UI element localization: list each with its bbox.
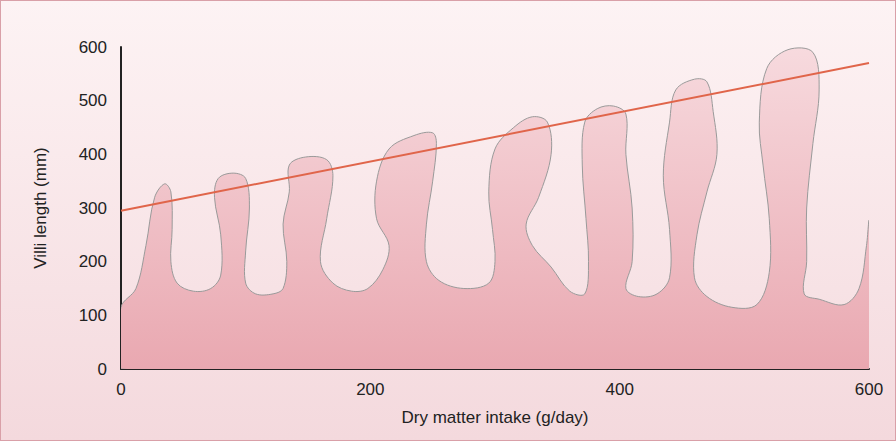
- svg-text:200: 200: [356, 380, 384, 399]
- svg-text:200: 200: [79, 252, 107, 271]
- svg-text:500: 500: [79, 91, 107, 110]
- svg-text:400: 400: [605, 380, 633, 399]
- svg-text:0: 0: [116, 380, 125, 399]
- svg-text:600: 600: [855, 380, 883, 399]
- svg-text:Dry matter intake (g/day): Dry matter intake (g/day): [401, 408, 588, 427]
- svg-text:0: 0: [98, 360, 107, 379]
- svg-text:Villi length (mm): Villi length (mm): [31, 147, 50, 269]
- svg-text:300: 300: [79, 199, 107, 218]
- svg-text:600: 600: [79, 38, 107, 57]
- svg-text:100: 100: [79, 306, 107, 325]
- svg-text:400: 400: [79, 145, 107, 164]
